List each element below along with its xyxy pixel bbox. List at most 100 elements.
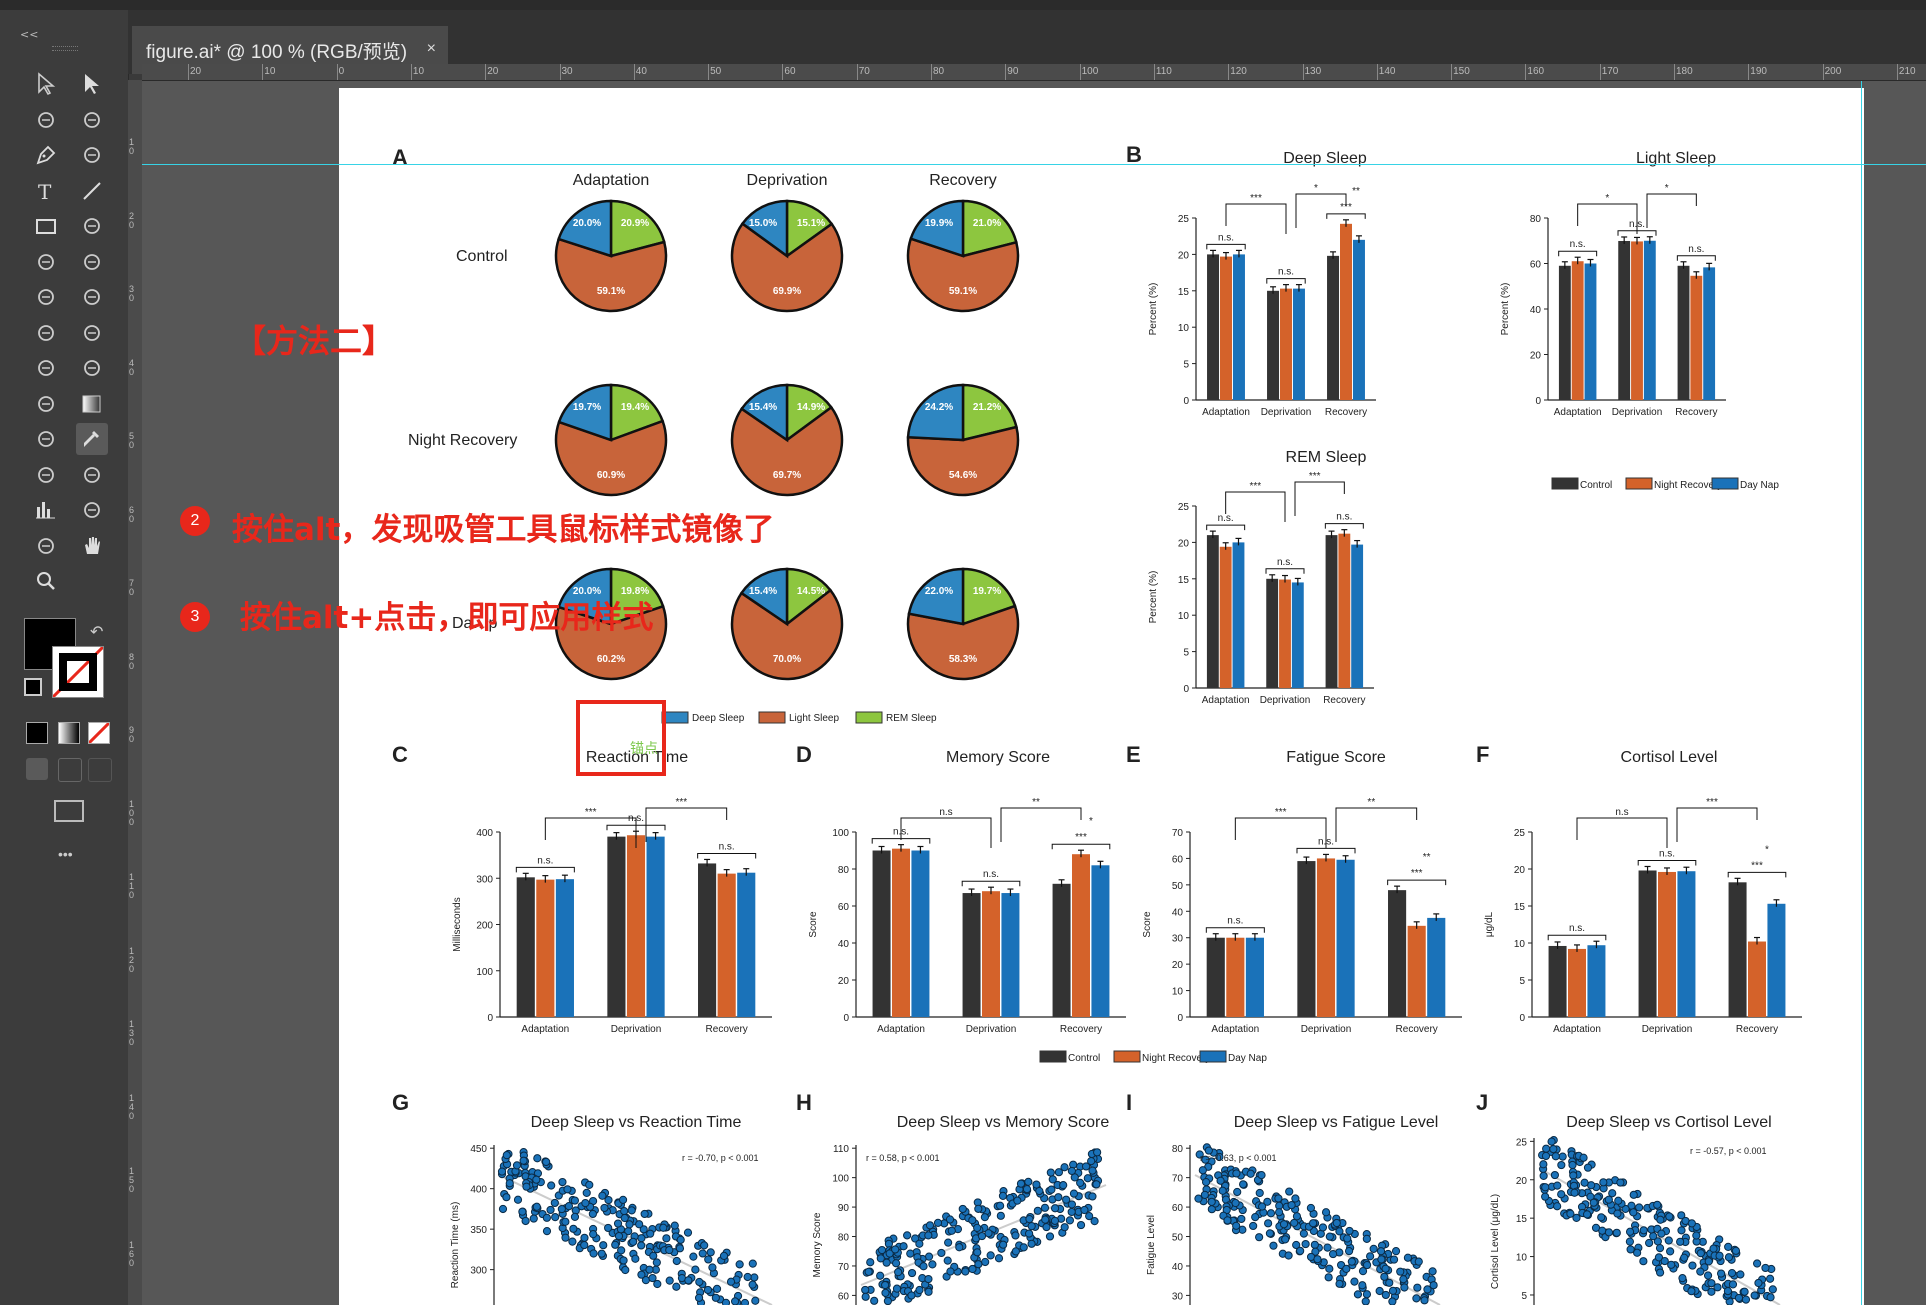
scatter-point [877, 1245, 887, 1255]
bar [1558, 265, 1571, 400]
eyedropper-tool-button[interactable] [76, 423, 108, 455]
scatter-point [1429, 1281, 1438, 1290]
bar [1427, 917, 1446, 1017]
significance-label: n.s. [983, 869, 999, 880]
scatter-point [1645, 1238, 1654, 1248]
scatter-point [564, 1202, 574, 1211]
slice-tool-button[interactable] [30, 530, 62, 562]
draw-normal-button[interactable] [26, 758, 48, 780]
color-mode-button[interactable] [26, 722, 48, 744]
panel-grip[interactable] [52, 46, 78, 51]
pen-tool-button[interactable] [30, 139, 62, 171]
swap-fill-stroke-icon[interactable]: ↶ [90, 624, 104, 641]
scatter-point [589, 1230, 598, 1239]
live-paint-tool-button[interactable] [76, 459, 108, 491]
scatter-point [1092, 1180, 1101, 1189]
zoom-tool-button[interactable] [30, 565, 62, 597]
draw-inside-button[interactable] [88, 758, 112, 782]
gradient-tool-button[interactable] [76, 388, 108, 420]
anchor-hint-label: 锚点 [630, 740, 658, 756]
artboard-tool-icon [84, 502, 100, 518]
paintbrush-tool-button[interactable] [76, 210, 108, 242]
scatter-point [659, 1223, 668, 1232]
scatter-stat-label: r = -0.57, p < 0.001 [1690, 1146, 1767, 1156]
pie-label-deep: 20.0% [573, 586, 601, 597]
blend-tool-button[interactable] [30, 459, 62, 491]
guide-horizontal[interactable] [142, 164, 1926, 165]
pie-slice-rem [961, 383, 1018, 442]
default-fill-stroke-icon[interactable] [24, 678, 42, 696]
shaper-tool-button[interactable] [30, 246, 62, 278]
scatter-point [924, 1287, 933, 1296]
column-graph-tool-button[interactable] [30, 494, 62, 526]
scatter-point [1589, 1198, 1598, 1207]
scatter-point [1366, 1252, 1375, 1261]
bar [872, 850, 891, 1017]
magic-wand-tool-button[interactable] [30, 104, 62, 136]
ruler-tick [1228, 64, 1230, 80]
close-tab-icon[interactable]: × [426, 40, 436, 57]
scatter-point [1657, 1229, 1666, 1238]
collapse-panel-button[interactable]: << [20, 28, 39, 41]
scatter-point [1660, 1256, 1669, 1266]
scatter-point [1046, 1168, 1055, 1177]
selection-tool-button[interactable] [30, 68, 62, 100]
pie-label-rem: 21.2% [973, 402, 1001, 413]
pie-legend-label: REM Sleep [886, 713, 937, 724]
scale-tool-button[interactable] [76, 281, 108, 313]
scatter-point [1011, 1231, 1020, 1240]
rectangle-tool-icon [36, 219, 56, 234]
bar-y-tick-label: 200 [476, 921, 493, 932]
gradient-mode-button[interactable] [58, 722, 80, 744]
significance-bracket [1335, 807, 1418, 842]
type-tool-button[interactable]: T [30, 175, 62, 207]
direct-selection-tool-button[interactable] [76, 68, 108, 100]
bar-y-tick-label: 15 [1514, 902, 1526, 913]
bar-y-tick-label: 5 [1183, 360, 1189, 371]
symbol-sprayer-tool-button[interactable] [30, 423, 62, 455]
perspective-grid-tool-button[interactable] [76, 352, 108, 384]
scatter-point [1599, 1178, 1608, 1187]
hand-tool-button[interactable] [76, 530, 108, 562]
eraser-tool-button[interactable] [76, 246, 108, 278]
scatter-point [1707, 1287, 1716, 1296]
tools-panel: << T ↶ ••• [0, 10, 129, 1305]
bar [1226, 937, 1245, 1017]
ruler-tick-label: 90 [1007, 66, 1019, 77]
scatter-point [1323, 1243, 1332, 1252]
scatter-point [1281, 1235, 1290, 1244]
scatter-point [542, 1157, 551, 1167]
bar-y-tick-label: 25 [1514, 828, 1526, 839]
mesh-tool-button[interactable] [30, 388, 62, 420]
none-mode-button[interactable] [88, 722, 110, 744]
free-transform-tool-button[interactable] [76, 317, 108, 349]
scatter-point [1629, 1190, 1638, 1199]
warp-tool-button[interactable] [30, 317, 62, 349]
stroke-swatch[interactable] [52, 646, 104, 698]
scatter-point [1201, 1177, 1211, 1187]
warp-tool-icon [38, 324, 54, 341]
horizontal-ruler[interactable]: 20 10 0 10 20 30 40 50 60 70 80 90 100 110 120 130 140 15… [142, 64, 1926, 81]
ruler-tick [1005, 64, 1007, 80]
edit-toolbar-button[interactable]: ••• [58, 846, 73, 862]
scatter-point [1740, 1287, 1749, 1296]
rectangle-tool-button[interactable] [30, 210, 62, 242]
artboard-tool-button[interactable] [76, 494, 108, 526]
scatter-y-tick-label: 20 [1516, 1176, 1528, 1187]
scatter-point [1285, 1187, 1294, 1196]
scatter-point [1741, 1295, 1751, 1304]
lasso-tool-button[interactable] [76, 104, 108, 136]
draw-behind-button[interactable] [58, 758, 82, 782]
vertical-ruler[interactable]: 1 0 2 0 3 0 4 0 5 0 6 0 7 0 8 0 9 0 1 0 0 1 1 0 1 2… [128, 80, 143, 1305]
line-tool-button[interactable] [76, 175, 108, 207]
curvature-tool-button[interactable] [76, 139, 108, 171]
ruler-tick [1674, 64, 1675, 80]
rotate-tool-button[interactable] [30, 281, 62, 313]
shape-builder-tool-button[interactable] [30, 352, 62, 384]
bar [1338, 533, 1351, 688]
pie-slice-light [554, 604, 668, 681]
scatter-point [533, 1154, 542, 1163]
guide-vertical[interactable] [1861, 81, 1862, 1305]
screen-mode-button[interactable] [54, 800, 84, 822]
scatter-point [598, 1191, 607, 1200]
